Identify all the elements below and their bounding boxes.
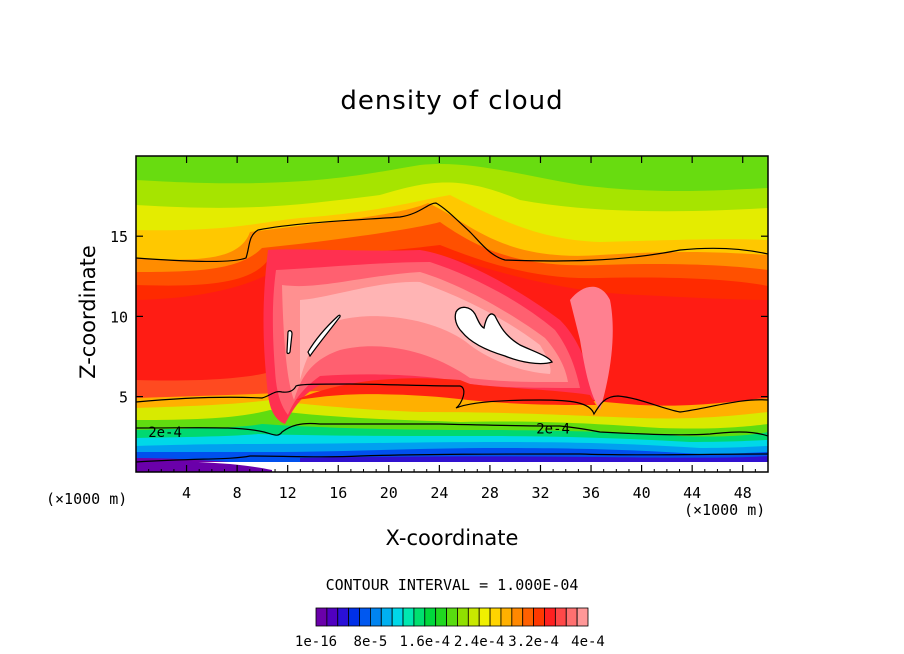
maximum-region (454, 306, 554, 365)
colorbar-swatch (326, 607, 339, 627)
contour-line (136, 202, 768, 263)
field-layer (300, 456, 768, 462)
colorbar-tick-label: 1e-16 (295, 634, 337, 650)
colorbar-swatch (500, 607, 513, 627)
colorbar-tick-label: 4e-4 (571, 634, 605, 650)
contour-lines (136, 202, 768, 463)
x-tick-label: 44 (683, 484, 701, 502)
y-tick-label: 5 (119, 389, 128, 407)
colorbar-swatch (478, 607, 491, 627)
colorbar-swatch (359, 607, 371, 627)
colorbar-swatch (424, 607, 437, 627)
field-layer-empty (136, 462, 768, 472)
colorbar-swatch (533, 607, 545, 627)
contour-interval-label: CONTOUR INTERVAL = 1.000E-04 (325, 576, 579, 594)
x-tick-label: 4 (182, 484, 191, 502)
contour-label: 2e-4 (536, 422, 570, 438)
contour-line (136, 422, 768, 437)
y-tick-label: 10 (110, 308, 128, 326)
field-core (570, 286, 613, 410)
colorbar-swatch (391, 607, 404, 627)
x-tick-label: 24 (430, 484, 448, 502)
colorbar-tick-label: 8e-5 (354, 634, 388, 650)
colorbar-swatch (489, 607, 502, 627)
field-core (296, 378, 596, 405)
x-tick-label: 48 (734, 484, 752, 502)
colorbar-swatch (511, 607, 524, 627)
colorbar: 1e-16 8e-5 1.6e-4 2.4e-4 3.2e-4 4e-4 (295, 607, 605, 650)
colorbar-tick-label: 1.6e-4 (400, 634, 451, 650)
colorbar-swatch (522, 607, 534, 627)
x-tick-label: 40 (633, 484, 651, 502)
colorbar-swatch (369, 607, 382, 627)
x-unit-label-right: (×1000 m) (684, 501, 766, 519)
colorbar-swatch (348, 607, 360, 627)
maximum-region (286, 330, 293, 355)
x-tick-label: 36 (582, 484, 600, 502)
field-core (300, 281, 551, 380)
colorbar-swatch (467, 607, 480, 627)
x-tick-label: 12 (279, 484, 297, 502)
y-axis-label: Z-coordinate (76, 245, 100, 379)
colorbar-swatch (413, 607, 426, 627)
colorbar-swatch (435, 607, 447, 627)
x-tick-label: 20 (380, 484, 398, 502)
y-tick-label: 15 (110, 228, 128, 246)
x-unit-label-left: (×1000 m) (46, 490, 128, 508)
colorbar-swatch (544, 607, 556, 627)
colorbar-swatch (315, 607, 328, 627)
colorbar-swatch (337, 607, 350, 627)
colorbar-tick-label: 3.2e-4 (508, 634, 559, 650)
colorbar-tick-label: 2.4e-4 (454, 634, 505, 650)
chart-title: density of cloud (340, 86, 564, 116)
maximum-region (307, 314, 341, 358)
colorbar-swatch (554, 607, 567, 627)
colorbar-swatch (446, 607, 458, 627)
x-axis-label: X-coordinate (385, 526, 519, 550)
colorbar-swatch (565, 607, 578, 627)
contour-line (136, 453, 768, 463)
colorbar-swatch (402, 607, 415, 627)
contour-labels: 2e-4 2e-4 (148, 422, 570, 441)
colorbar-swatch (457, 607, 469, 627)
colorbar-swatch (576, 607, 589, 627)
contour-line (136, 383, 768, 416)
field-layer (136, 460, 272, 472)
colorbar-swatch (380, 607, 393, 627)
x-tick-label: 32 (531, 484, 549, 502)
x-tick-label: 28 (481, 484, 499, 502)
contour-label: 2e-4 (148, 425, 182, 441)
x-tick-label: 16 (329, 484, 347, 502)
x-tick-label: 8 (233, 484, 242, 502)
